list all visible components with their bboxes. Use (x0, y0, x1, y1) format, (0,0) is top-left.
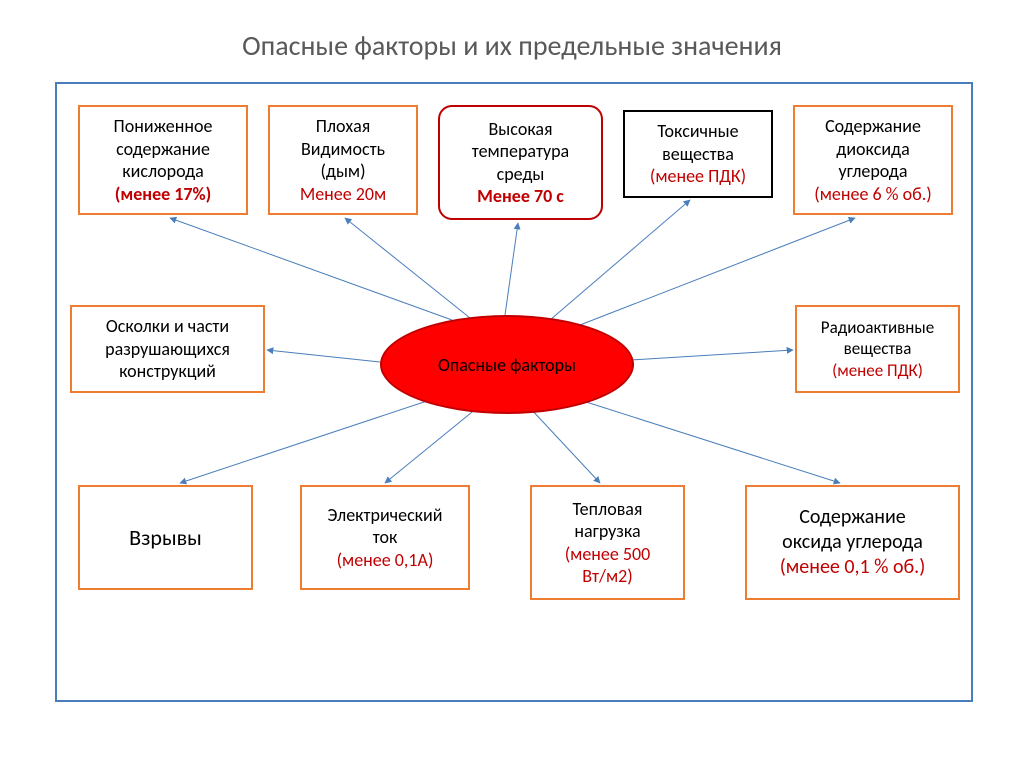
node-elec-line: (менее 0,1А) (337, 549, 434, 572)
node-oxygen-line: (менее 17%) (115, 183, 212, 206)
arrow (630, 350, 793, 360)
node-radio-line: Радиоактивные (821, 317, 934, 338)
diagram-canvas: Опасные факторы и их предельные значения… (0, 0, 1024, 767)
node-temp-line: температура (472, 140, 569, 163)
node-temp-line: Высокая (488, 118, 552, 141)
node-oxygen-line: содержание (116, 138, 210, 161)
node-debris: Осколки и частиразрушающихсяконструкций (70, 305, 265, 393)
node-heat-line: нагрузка (574, 520, 640, 543)
arrow (580, 400, 840, 483)
node-debris-line: конструкций (119, 360, 216, 383)
node-smoke-line: Плохая (316, 115, 371, 138)
node-explosions: Взрывы (78, 485, 253, 590)
node-smoke-line: Видимость (301, 138, 385, 161)
center-node: Опасные факторы (380, 315, 634, 414)
node-heat-line: Тепловая (573, 498, 643, 521)
node-co-line: оксида углерода (782, 530, 923, 555)
center-label: Опасные факторы (438, 354, 576, 376)
node-oxygen: Пониженноесодержаниекислорода(менее 17%) (78, 105, 248, 215)
node-heat-line: (менее 500 (565, 543, 651, 566)
node-debris-line: разрушающихся (105, 338, 230, 361)
node-co-line: Содержание (799, 505, 906, 530)
node-co2-line: углерода (839, 160, 908, 183)
node-co2: Содержаниедиоксидауглерода(менее 6 % об.… (793, 105, 953, 215)
node-co2-line: (менее 6 % об.) (814, 183, 931, 206)
node-temp-line: среды (497, 163, 545, 186)
node-oxygen-line: кислорода (122, 160, 203, 183)
node-explosions-line: Взрывы (129, 524, 202, 552)
arrow (267, 350, 380, 362)
arrow (385, 408, 477, 483)
node-radio-line: вещества (844, 338, 912, 359)
node-temp: ВысокаятемпературасредыМенее 70 с (438, 105, 603, 220)
node-radio-line: (менее ПДК) (832, 360, 923, 381)
arrow (180, 400, 430, 483)
arrow (530, 408, 600, 483)
node-smoke: ПлохаяВидимость(дым)Менее 20м (268, 105, 418, 215)
node-co-line: (менее 0,1 % об.) (780, 555, 926, 580)
node-heat: Тепловаянагрузка(менее 500Вт/м2) (530, 485, 685, 600)
node-toxic-line: вещества (662, 143, 734, 166)
node-toxic: Токсичныевещества(менее ПДК) (623, 110, 773, 198)
node-elec-line: Электрический (328, 504, 443, 527)
node-smoke-line: Менее 20м (300, 183, 386, 206)
arrow (505, 223, 518, 315)
node-smoke-line: (дым) (320, 160, 365, 183)
node-co: Содержаниеоксида углерода(менее 0,1 % об… (745, 485, 960, 600)
node-elec-line: ток (373, 526, 398, 549)
node-temp-line: Менее 70 с (477, 185, 564, 208)
node-co2-line: Содержание (825, 115, 921, 138)
node-co2-line: диоксида (836, 138, 909, 161)
node-oxygen-line: Пониженное (114, 115, 213, 138)
node-elec: Электрическийток(менее 0,1А) (300, 485, 470, 590)
arrow (345, 218, 470, 318)
node-toxic-line: Токсичные (657, 120, 738, 143)
node-debris-line: Осколки и части (106, 315, 229, 338)
node-radio: Радиоактивныевещества(менее ПДК) (795, 305, 960, 393)
node-heat-line: Вт/м2) (582, 565, 632, 588)
node-toxic-line: (менее ПДК) (650, 165, 746, 188)
